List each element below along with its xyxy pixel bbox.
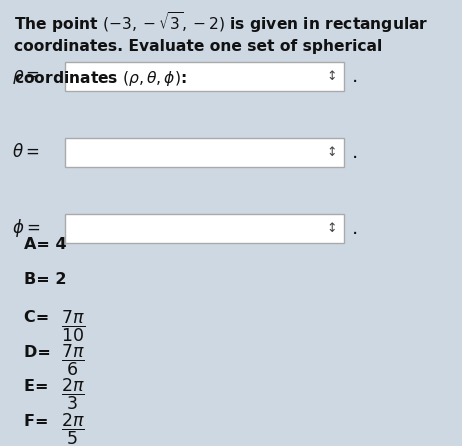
Text: C=: C=	[24, 310, 55, 325]
Text: $\phi=$: $\phi=$	[12, 217, 40, 239]
Text: $\dfrac{7\pi}{6}$: $\dfrac{7\pi}{6}$	[61, 343, 85, 378]
Text: F=: F=	[24, 413, 54, 429]
Text: ↕: ↕	[327, 70, 337, 83]
Text: A= 4: A= 4	[24, 237, 66, 252]
Text: $\dfrac{7\pi}{10}$: $\dfrac{7\pi}{10}$	[61, 308, 85, 343]
Text: D=: D=	[24, 345, 56, 359]
Text: $\dfrac{2\pi}{5}$: $\dfrac{2\pi}{5}$	[61, 412, 85, 446]
Text: ↕: ↕	[327, 222, 337, 235]
Text: ↕: ↕	[327, 146, 337, 159]
Text: coordinates. Evaluate one set of spherical: coordinates. Evaluate one set of spheric…	[14, 39, 382, 54]
Text: .: .	[352, 67, 358, 86]
FancyBboxPatch shape	[65, 62, 344, 91]
FancyBboxPatch shape	[65, 138, 344, 167]
FancyBboxPatch shape	[65, 214, 344, 243]
Text: B= 2: B= 2	[24, 272, 66, 287]
Text: .: .	[352, 219, 358, 238]
Text: $\rho=$: $\rho=$	[12, 68, 40, 86]
Text: E=: E=	[24, 379, 54, 394]
Text: coordinates $(\rho, \theta, \phi)$:: coordinates $(\rho, \theta, \phi)$:	[14, 69, 186, 87]
Text: .: .	[352, 143, 358, 162]
Text: $\dfrac{2\pi}{3}$: $\dfrac{2\pi}{3}$	[61, 377, 85, 413]
Text: The point $(-3, -\sqrt{3}, -2)$ is given in rectangular: The point $(-3, -\sqrt{3}, -2)$ is given…	[14, 10, 428, 35]
Text: $\theta=$: $\theta=$	[12, 144, 39, 161]
